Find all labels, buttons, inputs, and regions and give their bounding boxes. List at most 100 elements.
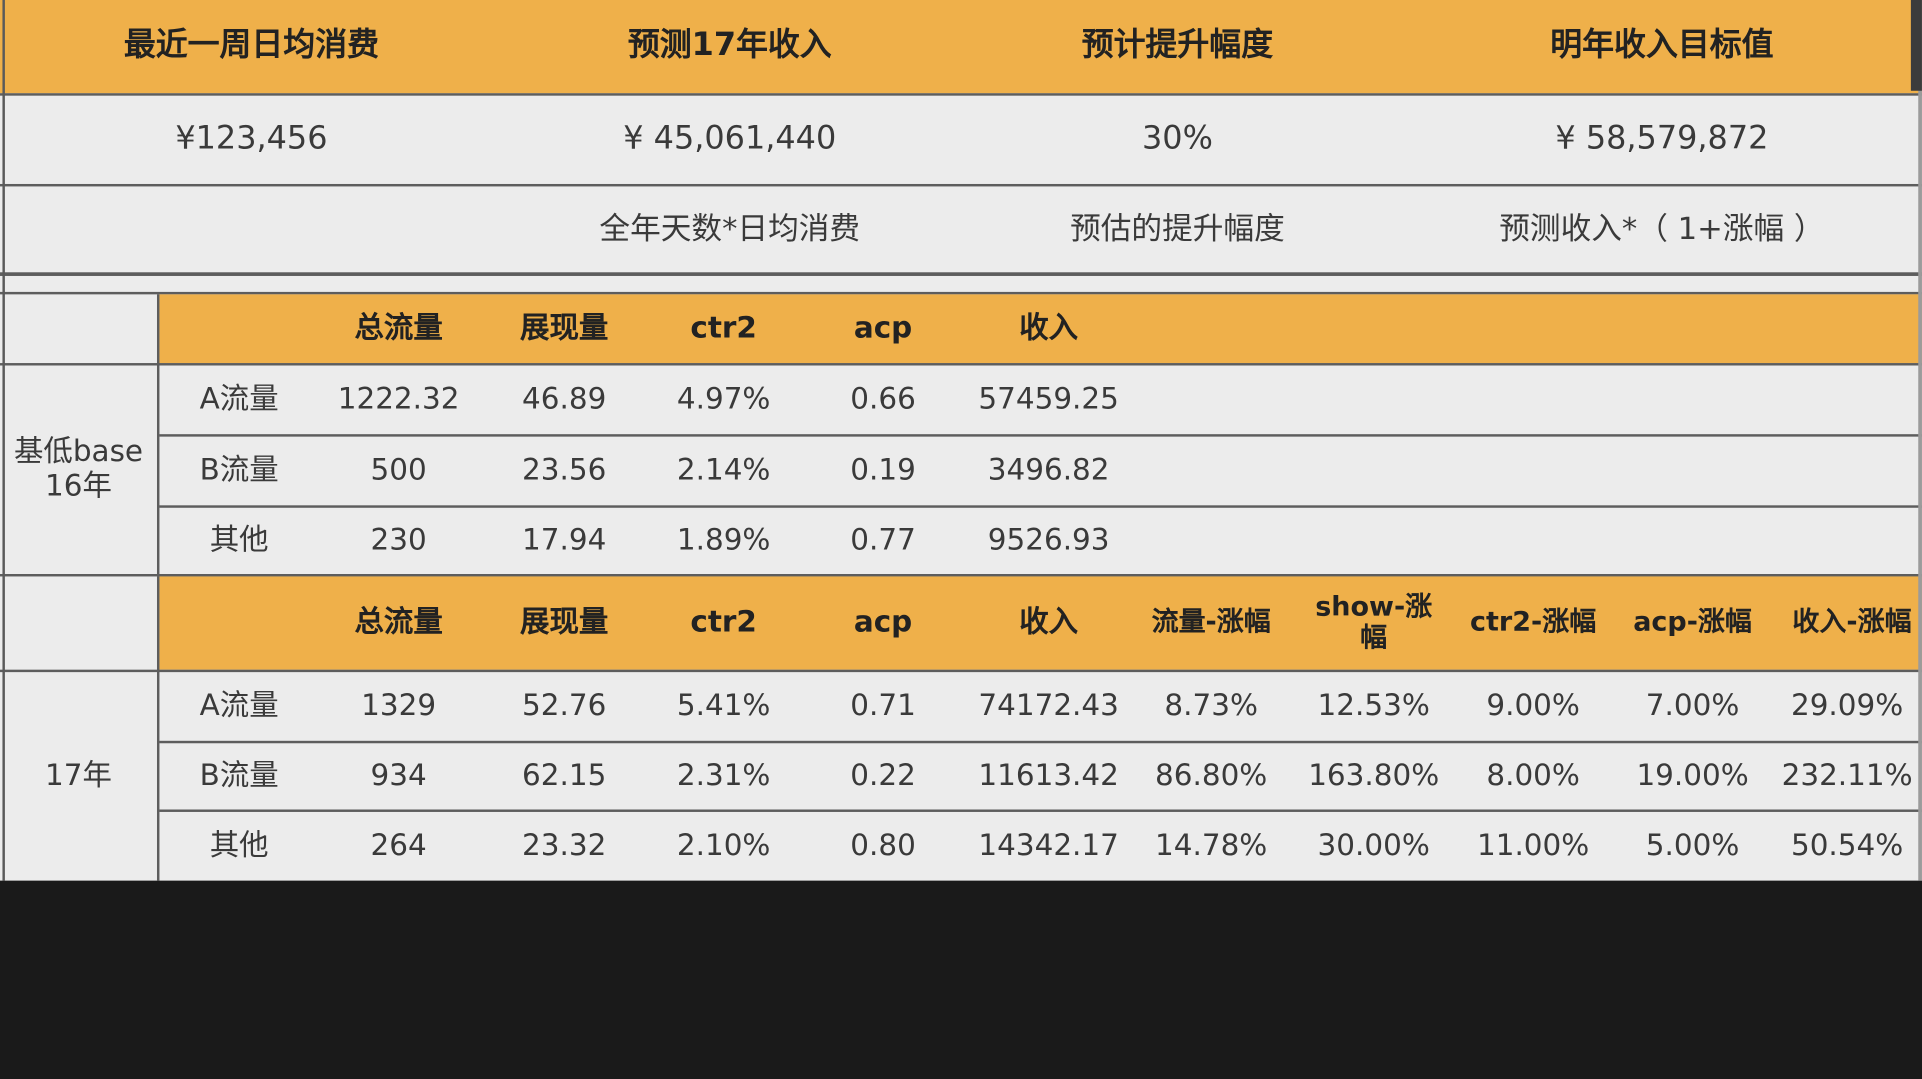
table-cell: 1.89% <box>676 522 771 558</box>
table-cell: 0.19 <box>850 452 916 488</box>
summary-value-expected-growth: 30% <box>1141 120 1213 158</box>
base16-col-impressions: 展现量 <box>520 310 609 345</box>
table-cell: 46.89 <box>522 381 607 417</box>
summary-note-forecast-income: 全年天数*日均消费 <box>599 210 861 247</box>
summary-header-row <box>0 0 1922 94</box>
table-cell: 50.54% <box>1790 828 1904 863</box>
sheet-frame <box>2 0 1921 881</box>
base16-col-ctr2: ctr2 <box>690 310 757 345</box>
sheet: 最近一周日均消费 预测17年收入 预计提升幅度 明年收入目标值 ¥123,456… <box>0 0 1922 881</box>
table-cell: 1222.32 <box>337 381 460 417</box>
table-cell: 12.53% <box>1317 688 1430 723</box>
table-cell: 264 <box>370 828 427 863</box>
base16-row-label-b: B流量 <box>199 452 279 488</box>
table-cell: 1329 <box>361 688 437 723</box>
table-cell: 9526.93 <box>987 522 1110 558</box>
table-cell: 0.22 <box>850 758 916 793</box>
divider <box>0 272 1922 276</box>
base16-col-income: 收入 <box>1019 310 1079 345</box>
y17-col-impressions: 展现量 <box>520 604 609 640</box>
table-cell: 57459.25 <box>978 381 1119 417</box>
base16-col-acp: acp <box>853 310 913 345</box>
summary-value-daily-spend: ¥123,456 <box>175 120 328 158</box>
y17-row-label-b: B流量 <box>199 758 279 793</box>
divider <box>159 740 1922 744</box>
table-cell: 52.76 <box>522 688 607 723</box>
summary-note-expected-growth: 预估的提升幅度 <box>1070 210 1285 247</box>
base16-group-label: 基低base 16年 <box>13 434 144 503</box>
table-cell: 7.00% <box>1645 688 1740 723</box>
table-cell: 29.09% <box>1790 688 1904 723</box>
y17-col-show-growth: show-涨 幅 <box>1315 592 1433 654</box>
summary-value-target-income: ¥ 58,579,872 <box>1555 120 1769 158</box>
table-cell: 934 <box>370 758 427 793</box>
table-cell: 23.32 <box>522 828 607 863</box>
table-cell: 2.31% <box>676 758 771 793</box>
y17-row-label-a: A流量 <box>199 688 279 723</box>
base16-row-label-other: 其他 <box>209 522 269 558</box>
table-cell: 500 <box>370 452 427 488</box>
table-cell: 2.14% <box>676 452 771 488</box>
table-cell: 62.15 <box>522 758 607 793</box>
table-cell: 17.94 <box>522 522 607 558</box>
table-cell: 0.80 <box>850 828 916 863</box>
summary-header-target-income: 明年收入目标值 <box>1550 27 1774 64</box>
table-cell: 30.00% <box>1317 828 1430 863</box>
sheet-right-edge <box>1918 0 1922 881</box>
table-cell: 230 <box>370 522 427 558</box>
table-cell: 2.10% <box>676 828 771 863</box>
base16-col-total-traffic: 总流量 <box>354 310 443 345</box>
base16-header-row <box>159 294 1922 364</box>
y17-col-traffic-growth: 流量-涨幅 <box>1151 607 1271 639</box>
summary-header-expected-growth: 预计提升幅度 <box>1081 27 1274 64</box>
base16-row-label-a: A流量 <box>199 381 279 417</box>
table-cell: 232.11% <box>1781 758 1913 793</box>
table-cell: 14342.17 <box>978 828 1119 863</box>
divider <box>0 669 1922 673</box>
y17-col-income: 收入 <box>1019 604 1079 640</box>
summary-value-forecast-income: ¥ 45,061,440 <box>623 120 837 158</box>
table-cell: 0.71 <box>850 688 916 723</box>
table-cell: 23.56 <box>522 452 607 488</box>
divider <box>0 574 1922 577</box>
y17-col-acp-growth: acp-涨幅 <box>1633 607 1752 639</box>
y17-col-ctr2: ctr2 <box>690 604 757 640</box>
table-cell: 8.00% <box>1486 758 1580 793</box>
table-cell: 163.80% <box>1308 758 1440 793</box>
table-cell: 8.73% <box>1164 688 1258 723</box>
table-cell: 14.78% <box>1155 828 1268 863</box>
y17-col-ctr2-growth: ctr2-涨幅 <box>1470 607 1597 639</box>
divider <box>156 294 160 575</box>
y17-col-income-growth: 收入-涨幅 <box>1792 607 1912 639</box>
table-cell: 5.41% <box>676 688 771 723</box>
divider <box>159 434 1922 437</box>
divider <box>0 93 1922 96</box>
table-cell: 74172.43 <box>978 688 1119 723</box>
summary-note-target-income: 预测收入*（ 1+涨幅 ） <box>1499 210 1825 247</box>
table-cell: 86.80% <box>1155 758 1268 793</box>
window-edge <box>1910 0 1922 91</box>
y17-header-row <box>159 576 1922 670</box>
table-cell: 11613.42 <box>978 758 1119 793</box>
table-cell: 0.66 <box>850 381 916 417</box>
table-cell: 0.77 <box>850 522 916 558</box>
divider <box>159 809 1922 812</box>
summary-header-daily-spend: 最近一周日均消费 <box>123 27 379 64</box>
y17-col-acp: acp <box>853 604 913 640</box>
y17-group-label: 17年 <box>45 758 112 793</box>
y17-row-label-other: 其他 <box>209 828 269 863</box>
table-cell: 4.97% <box>676 381 771 417</box>
table-cell: 9.00% <box>1486 688 1580 723</box>
table-cell: 19.00% <box>1636 758 1749 793</box>
divider <box>156 576 160 881</box>
table-cell: 11.00% <box>1476 828 1590 863</box>
summary-header-forecast-income: 预测17年收入 <box>627 27 832 64</box>
divider <box>159 505 1922 508</box>
table-cell: 3496.82 <box>987 452 1110 488</box>
y17-col-total-traffic: 总流量 <box>354 604 443 640</box>
divider <box>0 183 1922 187</box>
divider <box>0 291 1922 295</box>
table-cell: 5.00% <box>1645 828 1740 863</box>
divider <box>0 363 1922 366</box>
